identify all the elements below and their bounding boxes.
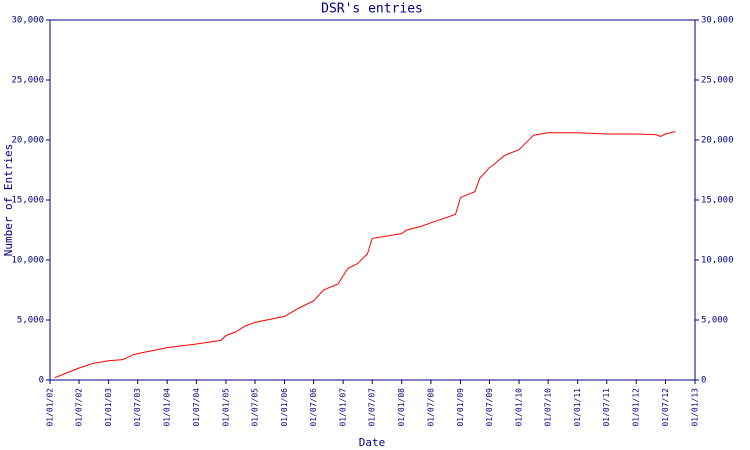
x-tick-label: 01/07/04: [192, 388, 201, 427]
y-tick-label: 30,000: [11, 16, 44, 26]
x-axis-label: Date: [359, 436, 386, 449]
x-tick-label: 01/01/11: [573, 388, 582, 427]
plot-frame: [49, 19, 696, 381]
x-tick-label: 01/01/12: [632, 388, 641, 427]
y2-tick-label: 25,000: [701, 76, 734, 86]
x-tick-label: 01/07/05: [250, 388, 259, 427]
x-tick-label: 01/01/04: [163, 388, 172, 427]
x-tick-label: 01/01/08: [397, 388, 406, 427]
x-tick-label: 01/01/02: [46, 388, 55, 427]
x-tick-label: 01/01/13: [691, 388, 700, 427]
y2-tick-label: 5,000: [701, 316, 728, 326]
x-tick-label: 01/01/06: [280, 388, 289, 427]
y2-tick-label: 0: [701, 376, 706, 386]
y-tick-label: 15,000: [11, 196, 44, 206]
y-tick-label: 5,000: [17, 316, 44, 326]
x-tick-label: 01/01/07: [339, 388, 348, 427]
x-tick-label: 01/07/09: [485, 388, 494, 427]
y2-tick-label: 20,000: [701, 136, 734, 146]
y-tick-label: 10,000: [11, 256, 44, 266]
x-tick-label: 01/07/03: [133, 388, 142, 427]
y-tick-label: 20,000: [11, 136, 44, 146]
y-axis-label: Number of Entries: [2, 144, 15, 257]
x-tick-label: 01/01/10: [515, 388, 524, 427]
chart-title: DSR's entries: [321, 2, 423, 17]
y2-tick-label: 10,000: [701, 256, 734, 266]
x-tick-label: 01/07/11: [602, 388, 611, 427]
x-tick-label: 01/07/12: [661, 388, 670, 427]
x-tick-label: 01/07/10: [544, 388, 553, 427]
x-tick-label: 01/07/06: [309, 388, 318, 427]
y2-tick-label: 15,000: [701, 196, 734, 206]
x-tick-label: 01/07/07: [368, 388, 377, 427]
y-tick-label: 0: [39, 376, 44, 386]
y-tick-label: 25,000: [11, 76, 44, 86]
y2-tick-label: 30,000: [701, 16, 734, 26]
x-tick-label: 01/07/02: [75, 388, 84, 427]
x-tick-label: 01/01/05: [221, 388, 230, 427]
x-tick-label: 01/01/03: [104, 388, 113, 427]
data-line: [54, 131, 676, 379]
x-tick-label: 01/07/08: [426, 388, 435, 427]
x-tick-label: 01/01/09: [456, 388, 465, 427]
